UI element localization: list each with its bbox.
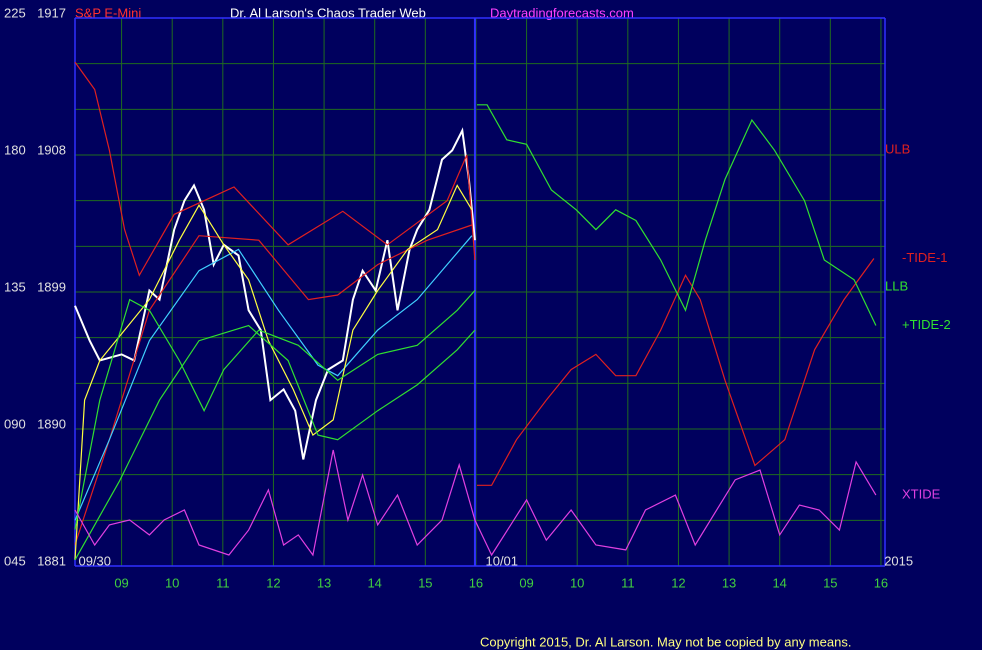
x-tick-label: 13 bbox=[722, 575, 736, 590]
y2-tick-label: 090 bbox=[4, 416, 26, 431]
legend-label: XTIDE bbox=[902, 487, 941, 502]
y-tick-label: 1899 bbox=[37, 279, 66, 294]
y-tick-label: 1917 bbox=[37, 5, 66, 20]
x-tick-label: 15 bbox=[418, 575, 432, 590]
x-tick-label: 10 bbox=[570, 575, 584, 590]
date-label: 09/30 bbox=[78, 553, 111, 568]
series-line bbox=[74, 184, 473, 560]
y-tick-label: 1908 bbox=[37, 142, 66, 157]
series-line bbox=[74, 290, 476, 530]
x-tick-label: 15 bbox=[823, 575, 837, 590]
date-label: 10/01 bbox=[485, 553, 518, 568]
x-tick-label: 09 bbox=[519, 575, 533, 590]
x-tick-label: 11 bbox=[621, 575, 635, 590]
legend-label: ULB bbox=[885, 141, 910, 156]
y2-tick-label: 135 bbox=[4, 279, 26, 294]
x-tick-label: 14 bbox=[772, 575, 786, 590]
legend-label: LLB bbox=[885, 278, 908, 293]
site: Daytradingforecasts.com bbox=[490, 5, 634, 20]
series-line bbox=[74, 449, 877, 557]
y2-tick-label: 180 bbox=[4, 142, 26, 157]
x-tick-label: 10 bbox=[165, 575, 179, 590]
series-line bbox=[74, 61, 476, 277]
series-line bbox=[74, 224, 473, 545]
x-tick-label: 16 bbox=[874, 575, 888, 590]
series-line bbox=[74, 235, 473, 521]
y-tick-label: 1881 bbox=[37, 553, 66, 568]
series-line bbox=[477, 258, 875, 486]
y-tick-label: 1890 bbox=[37, 416, 66, 431]
x-tick-label: 11 bbox=[216, 575, 230, 590]
x-tick-label: 09 bbox=[114, 575, 128, 590]
series-line bbox=[477, 104, 877, 326]
series-line bbox=[74, 324, 476, 561]
date-label: 2015 bbox=[884, 553, 913, 568]
subtitle: S&P E-Mini bbox=[75, 5, 141, 20]
y2-tick-label: 045 bbox=[4, 553, 26, 568]
chart-title: Dr. Al Larson's Chaos Trader Web bbox=[230, 5, 426, 20]
x-tick-label: 16 bbox=[469, 575, 483, 590]
y2-tick-label: 225 bbox=[4, 5, 26, 20]
x-tick-label: 13 bbox=[317, 575, 331, 590]
x-tick-label: 12 bbox=[266, 575, 280, 590]
x-tick-label: 12 bbox=[671, 575, 685, 590]
x-tick-label: 14 bbox=[367, 575, 381, 590]
copyright: Copyright 2015, Dr. Al Larson. May not b… bbox=[480, 634, 851, 649]
legend-label: +TIDE-2 bbox=[902, 317, 951, 332]
legend-label: -TIDE-1 bbox=[902, 250, 948, 265]
